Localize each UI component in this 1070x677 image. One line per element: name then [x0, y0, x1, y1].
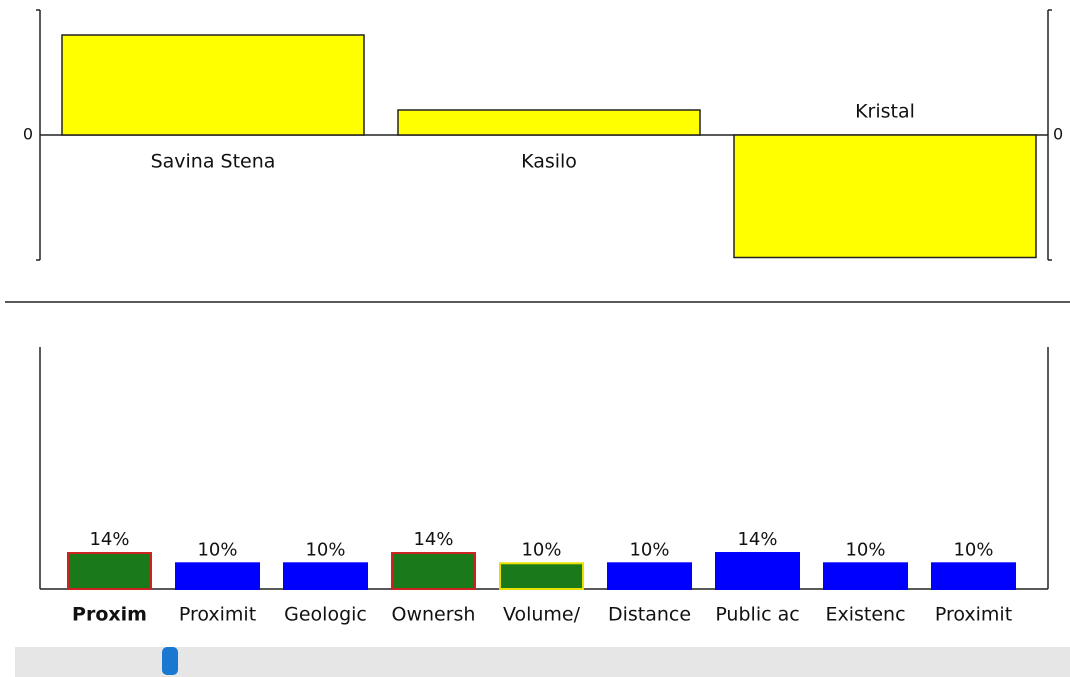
category-label: Geologic	[284, 604, 367, 626]
category-label: Volume/	[503, 604, 581, 626]
value-label: 10%	[197, 539, 237, 560]
value-label: 10%	[629, 539, 669, 560]
value-label: 10%	[305, 539, 345, 560]
bar	[175, 562, 260, 590]
value-label: 10%	[953, 539, 993, 560]
category-label: Ownersh	[392, 604, 476, 626]
bar	[283, 562, 368, 590]
y-tick-label: 0	[23, 125, 33, 144]
value-label: 14%	[413, 529, 453, 550]
bar	[499, 562, 584, 590]
category-label: Proxim	[72, 604, 147, 626]
bar-label: Savina Stena	[151, 151, 276, 173]
bar	[931, 562, 1016, 590]
scroll-thumb[interactable]	[162, 647, 178, 675]
value-label: 10%	[845, 539, 885, 560]
bar	[391, 552, 476, 591]
bar	[67, 552, 152, 591]
bar	[397, 109, 701, 136]
category-label: Distance	[608, 604, 691, 626]
scrollbar[interactable]	[15, 647, 1070, 677]
y-tick-label: 0	[1053, 125, 1063, 144]
bar	[61, 34, 365, 136]
value-label: 14%	[89, 529, 129, 550]
category-label: Existenc	[825, 604, 905, 626]
bar-label: Kristal	[855, 101, 915, 123]
bar-label: Kasilo	[521, 151, 577, 173]
value-label: 14%	[737, 529, 777, 550]
bar	[823, 562, 908, 590]
bar	[733, 134, 1037, 259]
category-label: Public ac	[715, 604, 799, 626]
bar	[715, 552, 800, 591]
category-label: Proximit	[935, 604, 1012, 626]
value-label: 10%	[521, 539, 561, 560]
category-label: Proximit	[179, 604, 256, 626]
bar	[607, 562, 692, 590]
